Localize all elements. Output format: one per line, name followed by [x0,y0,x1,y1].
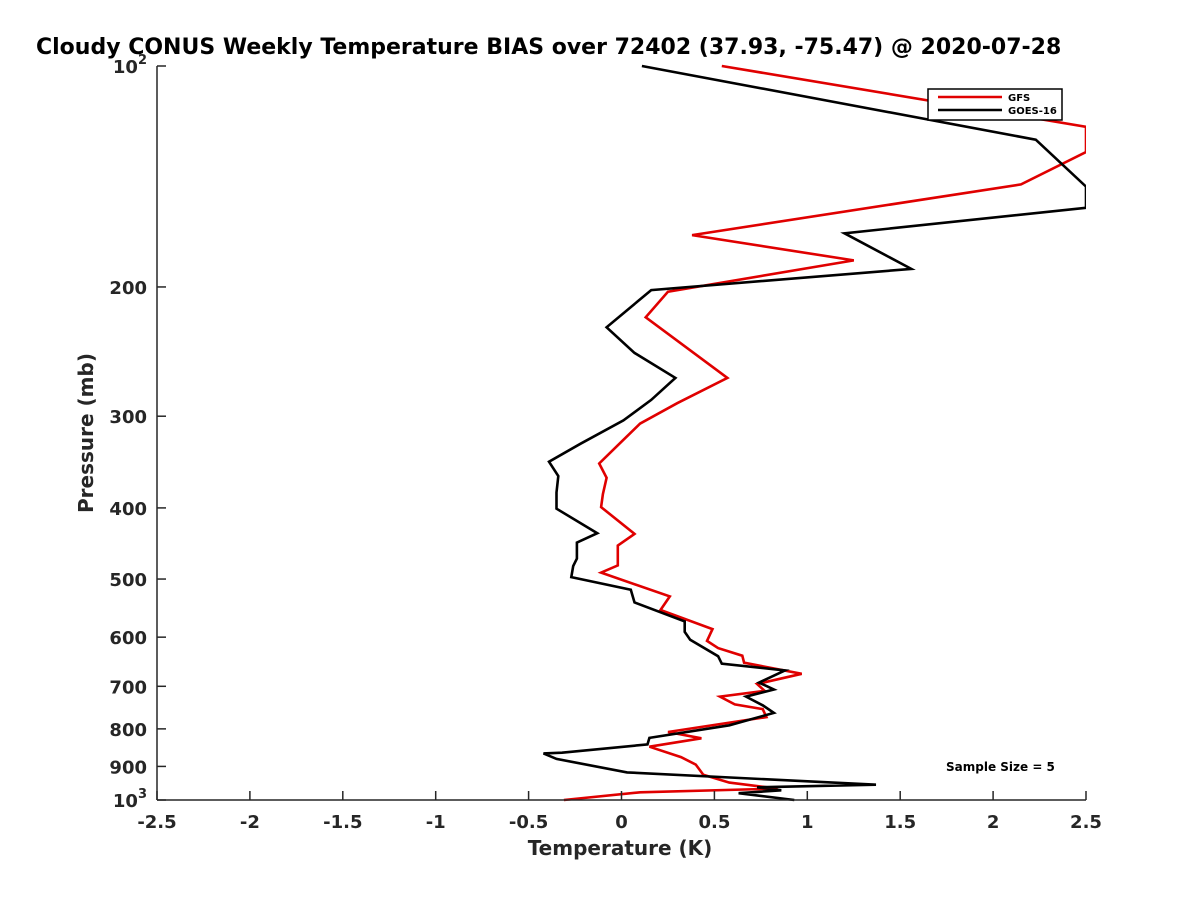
chart-title: Cloudy CONUS Weekly Temperature BIAS ove… [36,35,1061,60]
x-tick-labels: -2.5 -2 -1.5 -1 -0.5 0 0.5 1 1.5 2 2.5 [137,812,1102,833]
y-tick-label: 300 [109,407,147,428]
x-tick-label: 1 [801,812,814,833]
y-tick-label: 900 [109,757,147,778]
legend-box [927,88,1063,121]
x-tick-label: 1.5 [884,812,916,833]
x-tick-label: -2 [240,812,260,833]
legend: GFS GOES-16 [927,88,1063,121]
x-tick-label: 2.5 [1070,812,1102,833]
y-tick-label: 200 [109,278,147,299]
y-tick-label: 600 [109,628,147,649]
x-tick-label: 2 [987,812,1000,833]
x-tick-label: 0 [615,812,628,833]
legend-label-gfs: GFS [1008,93,1030,104]
y-axis-label: Pressure (mb) [74,353,98,513]
x-tick-label: -1 [426,812,446,833]
x-tick-label: -0.5 [509,812,548,833]
y-tick-labels: 102 200 300 400 500 600 700 800 900 103 [109,53,147,812]
sample-size-annotation: Sample Size = 5 [946,760,1055,774]
x-tick-label: -2.5 [137,812,176,833]
y-tick-label: 700 [109,677,147,698]
x-tick-label: -1.5 [323,812,362,833]
series-line-goes-16 [542,64,1086,802]
series-line-gfs [563,64,1086,802]
y-tick-label: 400 [109,499,147,520]
x-axis-label: Temperature (K) [528,836,713,860]
series-layer [542,64,1086,802]
y-tick-label: 800 [109,720,147,741]
y-tick-label: 500 [109,570,147,591]
legend-label-goes-16: GOES-16 [1008,106,1057,117]
axes-layer [156,65,1087,801]
y-tick-label: 103 [113,787,147,812]
y-tick-label: 102 [113,53,147,78]
x-tick-label: 0.5 [698,812,730,833]
